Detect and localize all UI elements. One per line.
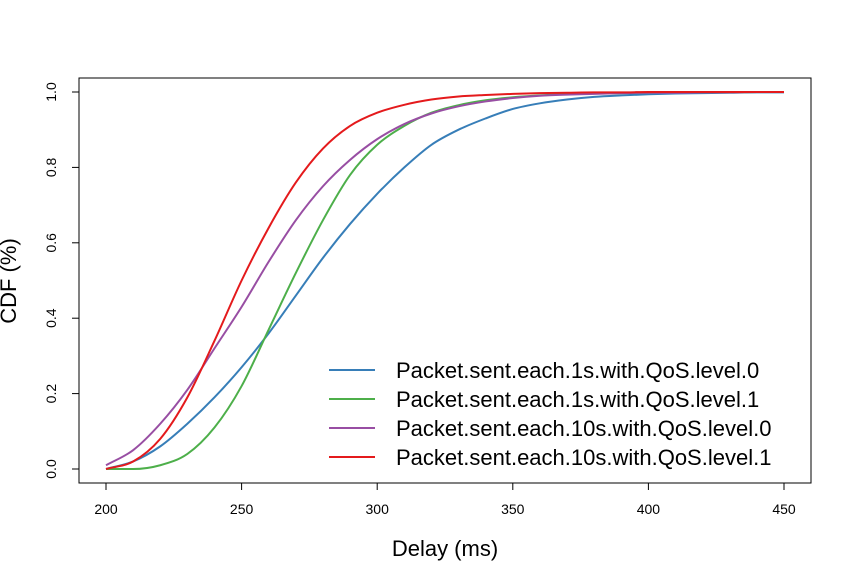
legend: Packet.sent.each.1s.with.QoS.level.0 Pack… [329, 358, 771, 470]
legend-label-4: Packet.sent.each.10s.with.QoS.level.1 [396, 445, 771, 470]
series-lines [105, 91, 784, 470]
x-axis: 200 250 300 350 400 450 [94, 482, 796, 517]
y-tick-label: 0.0 [43, 459, 59, 479]
legend-label-3: Packet.sent.each.10s.with.QoS.level.0 [396, 416, 771, 441]
y-tick-label: 0.6 [43, 233, 59, 253]
y-tick-label: 0.8 [43, 157, 59, 177]
series-line-1 [105, 91, 784, 470]
x-tick-label: 300 [366, 501, 390, 517]
legend-label-2: Packet.sent.each.1s.with.QoS.level.1 [396, 387, 759, 412]
x-tick-label: 350 [501, 501, 525, 517]
x-tick-label: 250 [230, 501, 254, 517]
y-tick-label: 1.0 [43, 82, 59, 102]
series-line-4 [105, 91, 784, 470]
x-axis-title: Delay (ms) [392, 536, 498, 561]
series-line-2 [106, 91, 784, 470]
x-tick-label: 400 [637, 501, 661, 517]
legend-label-1: Packet.sent.each.1s.with.QoS.level.0 [396, 358, 759, 383]
y-tick-label: 0.2 [43, 384, 59, 404]
x-tick-label: 200 [94, 501, 118, 517]
y-axis: 0.0 0.2 0.4 0.6 0.8 1.0 [43, 82, 80, 479]
x-tick-label: 450 [772, 501, 796, 517]
y-axis-title: CDF (%) [0, 238, 21, 324]
y-tick-label: 0.4 [43, 308, 59, 328]
